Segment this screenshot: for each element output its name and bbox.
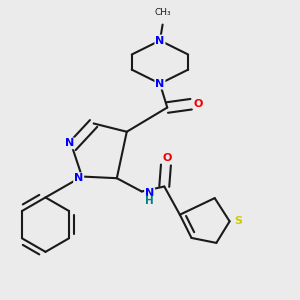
- Text: S: S: [234, 216, 242, 226]
- Text: N: N: [145, 188, 154, 198]
- Text: N: N: [74, 173, 83, 183]
- Text: N: N: [65, 138, 74, 148]
- Text: N: N: [155, 35, 165, 46]
- Text: CH₃: CH₃: [154, 8, 171, 17]
- Text: O: O: [163, 153, 172, 163]
- Text: N: N: [155, 79, 165, 88]
- Text: O: O: [194, 99, 203, 109]
- Text: H: H: [145, 196, 153, 206]
